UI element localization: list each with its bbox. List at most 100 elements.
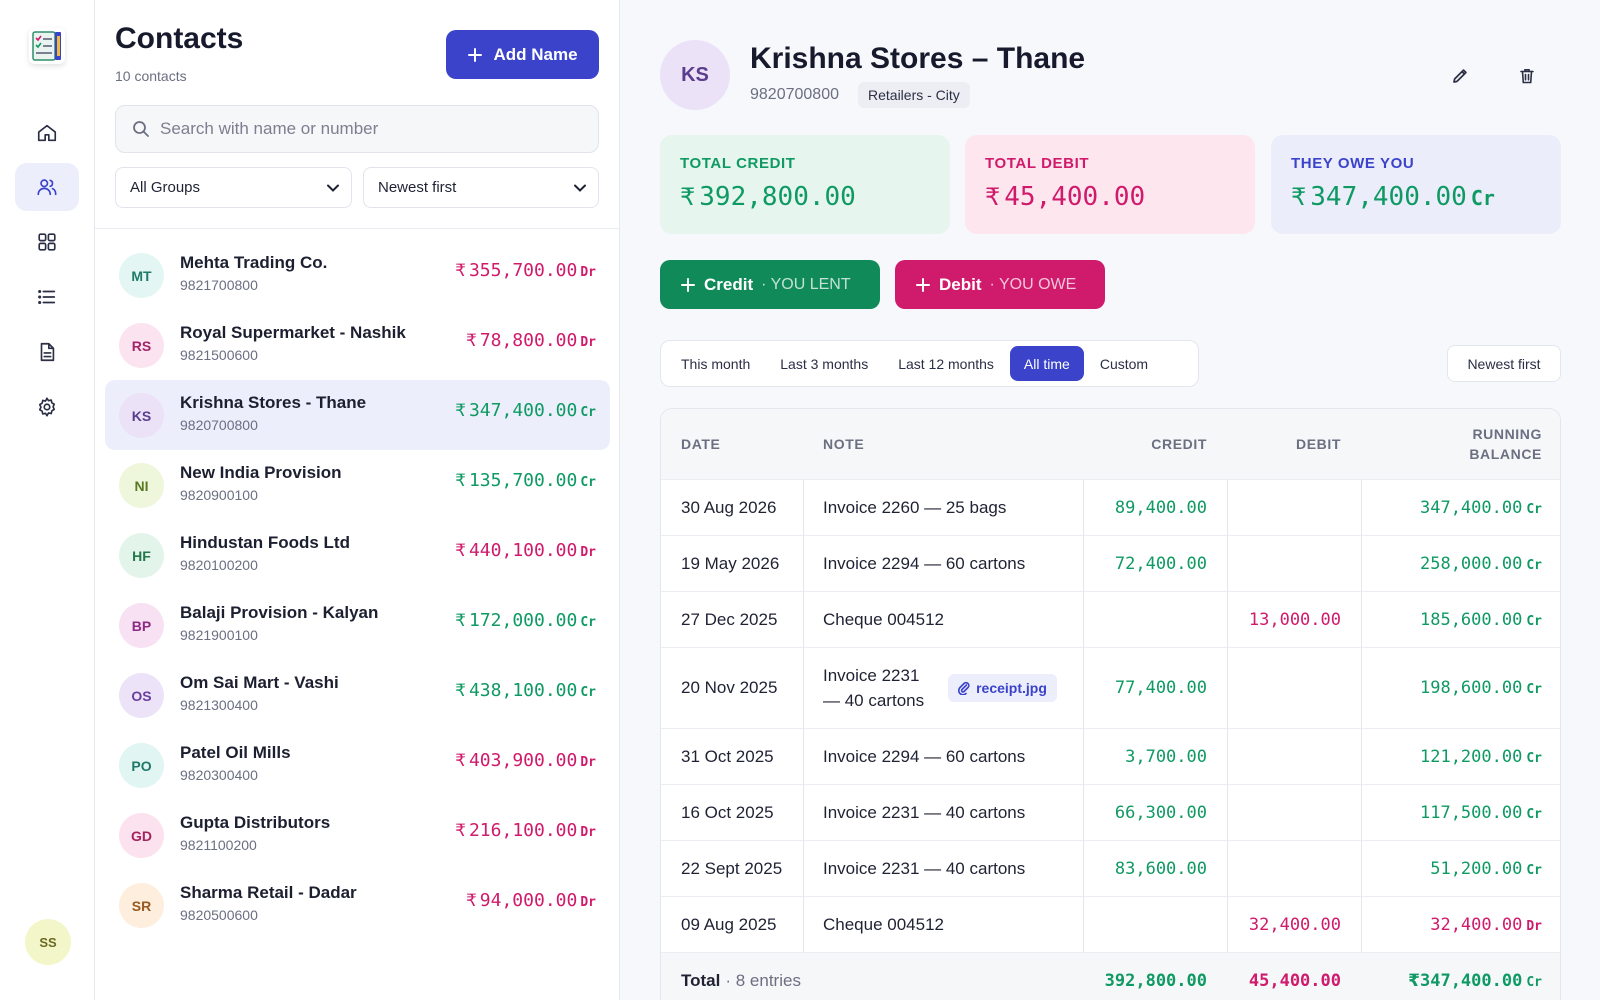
edit-button[interactable] <box>1446 62 1474 90</box>
search-input[interactable] <box>160 119 580 139</box>
balance-type: Cr <box>1470 186 1495 210</box>
entry-date: 31 Oct 2025 <box>681 746 774 766</box>
contact-phone: 9821700800 <box>180 277 258 293</box>
delete-button[interactable] <box>1513 62 1541 90</box>
table-row[interactable]: 19 May 2026 Invoice 2294 — 60 cartons 72,4… <box>661 536 1560 592</box>
entry-date: 22 Sept 2025 <box>681 858 783 878</box>
total-credit: 392,800.00 <box>1104 971 1207 991</box>
nav-reports[interactable] <box>15 328 79 376</box>
contact-avatar: RS <box>119 323 164 368</box>
app-logo <box>29 28 65 64</box>
table-row[interactable]: 20 Nov 2025 Invoice 2231— 40 cartons recei… <box>661 648 1560 729</box>
contact-row[interactable]: RS Royal Supermarket - Nashik 9821500600 ₹7… <box>105 310 610 380</box>
paperclip-icon <box>958 681 970 695</box>
contact-row[interactable]: KS Krishna Stores - Thane 9820700800 ₹347,4… <box>105 380 610 450</box>
entry-note: Invoice 2231— 40 cartons <box>823 666 925 710</box>
group-filter-value: All Groups <box>130 179 201 196</box>
contact-balance: ₹440,100.00 Dr <box>455 540 596 561</box>
contact-name: Krishna Stores - Thane <box>180 393 367 412</box>
contact-balance: ₹355,700.00 Dr <box>455 260 596 281</box>
range-chip[interactable]: This month <box>681 355 751 372</box>
contact-row[interactable]: GD Gupta Distributors 9821100200 ₹216,100.0… <box>105 800 610 870</box>
contact-phone: 9820100200 <box>180 557 258 573</box>
nav-contacts[interactable] <box>15 163 79 211</box>
total-debit-value: ₹45,400.00 <box>985 182 1146 212</box>
entry-credit: 72,400.00 <box>1114 553 1207 574</box>
header-credit: CREDIT <box>1151 436 1207 452</box>
nav-settings[interactable] <box>15 383 79 431</box>
contacts-sort-select[interactable]: Newest first <box>363 167 599 208</box>
entry-credit: 89,400.00 <box>1114 497 1207 518</box>
table-row[interactable]: 09 Aug 2025 Cheque 004512 32,400.00 32,400.… <box>661 897 1560 953</box>
entries-count: · 8 entries <box>725 971 801 990</box>
table-row[interactable]: 27 Dec 2025 Cheque 004512 13,000.00 185,600… <box>661 592 1560 648</box>
contact-balance: ₹135,700.00 Cr <box>455 470 596 491</box>
entry-credit: 66,300.00 <box>1114 802 1207 823</box>
nav-home[interactable] <box>15 109 79 157</box>
contact-balance: ₹216,100.00 Dr <box>455 820 596 841</box>
add-credit-button[interactable]: Credit · YOU LENT <box>660 260 880 309</box>
nav-list[interactable] <box>15 273 79 321</box>
entry-balance: 198,600.00 Cr <box>1419 678 1542 698</box>
add-debit-button[interactable]: Debit · YOU OWE <box>895 260 1105 309</box>
contact-row[interactable]: PO Patel Oil Mills 9820300400 ₹403,900.00 Dr <box>105 730 610 800</box>
table-row[interactable]: 22 Sept 2025 Invoice 2231 — 40 cartons 83,… <box>661 841 1560 897</box>
contact-balance: ₹78,800.00 Dr <box>465 330 596 351</box>
contact-row[interactable]: OS Om Sai Mart - Vashi 9821300400 ₹438,100.… <box>105 660 610 730</box>
balance-type: Dr <box>580 825 596 840</box>
contact-avatar: PO <box>119 743 164 788</box>
contact-avatar: MT <box>119 253 164 298</box>
total-label: Total <box>681 971 721 990</box>
contact-row[interactable]: BP Balaji Provision - Kalyan 9821900100 ₹17… <box>105 590 610 660</box>
entry-date: 19 May 2026 <box>681 553 780 573</box>
grid-icon <box>38 233 56 251</box>
entry-note: Cheque 004512 <box>823 609 945 629</box>
add-name-button[interactable]: Add Name <box>446 30 599 79</box>
group-filter-select[interactable]: All Groups <box>115 167 352 208</box>
table-row[interactable]: 16 Oct 2025 Invoice 2231 — 40 cartons 66,3… <box>661 785 1560 841</box>
total-credit-value: ₹392,800.00 <box>680 182 856 212</box>
ledger-sort-button[interactable]: Newest first <box>1447 345 1561 382</box>
total-debit-card: TOTAL DEBIT ₹45,400.00 <box>965 135 1255 234</box>
range-chip[interactable]: Last 3 months <box>780 355 869 372</box>
users-icon <box>37 179 57 196</box>
range-chip[interactable]: All time <box>1009 346 1084 381</box>
table-row[interactable]: 30 Aug 2026 Invoice 2260 — 25 bags 89,400.… <box>661 480 1560 536</box>
entry-balance: 258,000.00 Cr <box>1419 553 1542 574</box>
attachment-chip[interactable]: receipt.jpg <box>948 674 1057 702</box>
range-chip[interactable]: Last 12 months <box>898 355 994 372</box>
contact-phone: 9820500600 <box>180 907 258 923</box>
header-note: NOTE <box>823 436 865 452</box>
balance-type: Dr <box>580 545 596 560</box>
contacts-sort-value: Newest first <box>378 179 457 196</box>
entry-debit: 32,400.00 <box>1248 914 1341 935</box>
balance-type: Dr <box>580 335 596 350</box>
entry-credit: 3,700.00 <box>1125 746 1207 767</box>
user-avatar[interactable]: SS <box>25 919 71 965</box>
contact-balance: ₹347,400.00 Cr <box>455 400 596 421</box>
plus-icon <box>916 277 930 292</box>
contact-phone: 9820700800 <box>750 86 839 103</box>
search-icon <box>133 121 149 137</box>
contacts-count: 10 contacts <box>115 68 187 84</box>
column-divider <box>1227 409 1228 1000</box>
nav-dashboard[interactable] <box>15 218 79 266</box>
contact-avatar: GD <box>119 813 164 858</box>
contact-row[interactable]: SR Sharma Retail - Dadar 9820500600 ₹94,000… <box>105 870 610 940</box>
contact-balance: ₹94,000.00 Dr <box>465 890 596 911</box>
contact-row[interactable]: NI New India Provision 9820900100 ₹135,700.… <box>105 450 610 520</box>
range-chip[interactable]: Custom <box>1099 355 1149 372</box>
column-divider <box>1083 409 1084 1000</box>
contact-phone: 9820700800 <box>180 417 258 433</box>
contact-balance: ₹438,100.00 Cr <box>455 680 596 701</box>
contact-name: Royal Supermarket - Nashik <box>180 323 406 342</box>
date-range-filter: This month Last 3 months Last 12 months All… <box>660 340 1199 387</box>
contact-name: Krishna Stores – Thane <box>750 42 1086 75</box>
contact-avatar: OS <box>119 673 164 718</box>
table-row[interactable]: 31 Oct 2025 Invoice 2294 — 60 cartons 3,70… <box>661 729 1560 785</box>
contact-row[interactable]: HF Hindustan Foods Ltd 9820100200 ₹440,100.… <box>105 520 610 590</box>
add-name-label: Add Name <box>493 44 578 64</box>
plus-icon <box>468 47 483 62</box>
contact-avatar: HF <box>119 533 164 578</box>
contact-row[interactable]: MT Mehta Trading Co. 9821700800 ₹355,700.00… <box>105 240 610 310</box>
